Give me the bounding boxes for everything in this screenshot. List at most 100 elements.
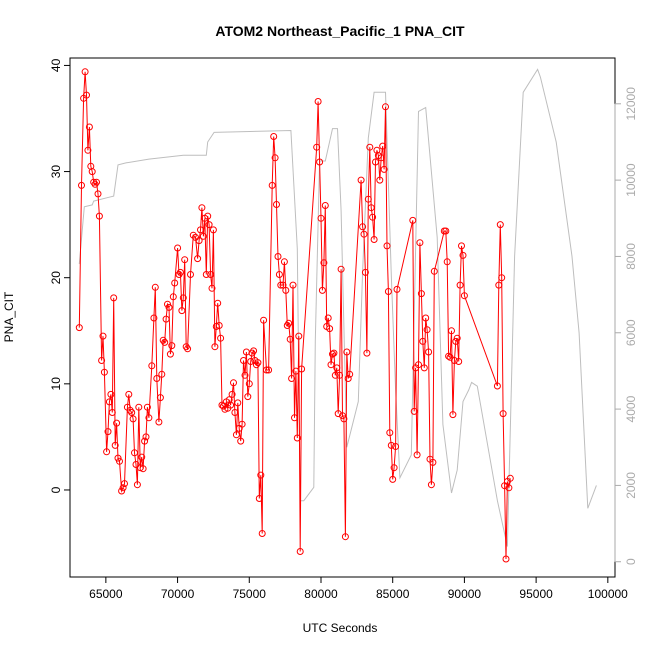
- data-point-33: [128, 409, 136, 416]
- data-point-62: [174, 244, 182, 252]
- data-point-192: [393, 285, 401, 293]
- data-point-170: [361, 268, 369, 276]
- data-point-52: [158, 370, 166, 378]
- data-point-105: [240, 357, 247, 364]
- data-point-158: [334, 410, 342, 418]
- data-point-202: [422, 314, 430, 322]
- data-point-228: [499, 410, 507, 418]
- data-point-64: [176, 268, 184, 276]
- data-point-23: [111, 441, 119, 449]
- data-point-122: [268, 181, 276, 189]
- data-point-207: [429, 458, 437, 466]
- data-point-221: [458, 242, 465, 250]
- y2-tick-label: 12000: [624, 87, 638, 121]
- y2-tick-label: 8000: [624, 243, 638, 270]
- data-point-35: [131, 449, 138, 457]
- data-point-80: [204, 212, 212, 220]
- data-point-226: [496, 221, 504, 229]
- data-point-151: [324, 314, 332, 322]
- data-point-206: [427, 481, 435, 489]
- data-point-203: [423, 326, 431, 334]
- data-point-57: [165, 303, 173, 311]
- y2-tick-label: 0: [624, 558, 638, 565]
- data-point-169: [360, 230, 368, 238]
- data-point-50: [155, 418, 163, 426]
- data-point-135: [288, 375, 296, 382]
- data-point-51: [156, 394, 164, 402]
- data-point-41: [139, 465, 147, 473]
- secondary-series-line: [78, 68, 597, 547]
- primary-series-layer: [75, 68, 514, 563]
- data-point-11: [93, 178, 100, 186]
- data-point-26: [116, 457, 123, 465]
- data-point-29: [121, 480, 128, 488]
- data-point-8: [88, 168, 96, 176]
- data-point-171: [363, 349, 371, 357]
- data-point-5: [84, 146, 92, 154]
- data-point-56: [164, 300, 171, 308]
- data-point-144: [314, 98, 322, 105]
- data-point-155: [330, 349, 338, 357]
- data-point-176: [370, 236, 378, 243]
- data-point-139: [293, 434, 301, 442]
- data-point-85: [211, 343, 219, 351]
- data-point-71: [189, 231, 197, 239]
- data-point-1: [78, 181, 85, 189]
- data-point-112: [250, 347, 258, 355]
- data-point-154: [329, 350, 336, 358]
- data-point-145: [316, 158, 324, 166]
- data-point-163: [341, 533, 349, 541]
- data-point-129: [279, 281, 287, 289]
- data-point-230: [502, 555, 510, 563]
- data-point-103: [237, 437, 245, 445]
- x-axis-label: UTC Seconds: [303, 621, 378, 635]
- data-point-123: [270, 133, 278, 140]
- data-point-140: [295, 332, 303, 340]
- y-tick-label: 0: [49, 486, 63, 493]
- y2-tick-label: 4000: [624, 395, 638, 422]
- data-point-77: [199, 232, 207, 240]
- data-point-16: [100, 368, 108, 376]
- data-point-141: [296, 548, 304, 555]
- y2-tick-label: 6000: [624, 319, 638, 346]
- data-point-149: [321, 202, 329, 209]
- data-point-174: [367, 204, 375, 212]
- data-point-210: [442, 227, 450, 235]
- x-tick-label: 65000: [89, 587, 123, 601]
- data-point-119: [260, 316, 268, 324]
- data-point-12: [94, 190, 102, 198]
- x-tick-label: 100000: [588, 587, 628, 601]
- data-point-55: [162, 315, 170, 323]
- data-point-67: [181, 256, 189, 264]
- data-point-153: [327, 361, 335, 369]
- data-point-189: [389, 475, 397, 483]
- secondary-series-layer: [78, 68, 597, 547]
- data-point-187: [386, 429, 394, 437]
- data-point-120: [263, 366, 270, 374]
- data-point-58: [166, 350, 174, 358]
- data-point-27: [118, 487, 126, 495]
- data-point-199: [417, 290, 425, 298]
- data-point-208: [430, 267, 438, 275]
- data-point-218: [453, 334, 461, 342]
- data-point-34: [129, 415, 137, 423]
- data-point-204: [425, 348, 433, 356]
- data-point-212: [445, 352, 453, 360]
- data-point-126: [274, 253, 282, 260]
- data-point-44: [143, 403, 151, 411]
- data-point-118: [258, 530, 266, 537]
- x-tick-label: 95000: [519, 587, 553, 601]
- data-point-182: [379, 142, 387, 150]
- data-point-43: [142, 433, 150, 441]
- data-point-15: [99, 332, 107, 340]
- data-point-191: [392, 443, 400, 450]
- data-point-99: [231, 409, 239, 416]
- x-tick-label: 80000: [304, 587, 338, 601]
- data-point-214: [448, 327, 455, 335]
- data-point-125: [273, 201, 280, 208]
- data-point-106: [241, 371, 249, 379]
- data-point-177: [372, 158, 379, 166]
- data-point-96: [227, 401, 235, 409]
- data-point-148: [320, 259, 328, 267]
